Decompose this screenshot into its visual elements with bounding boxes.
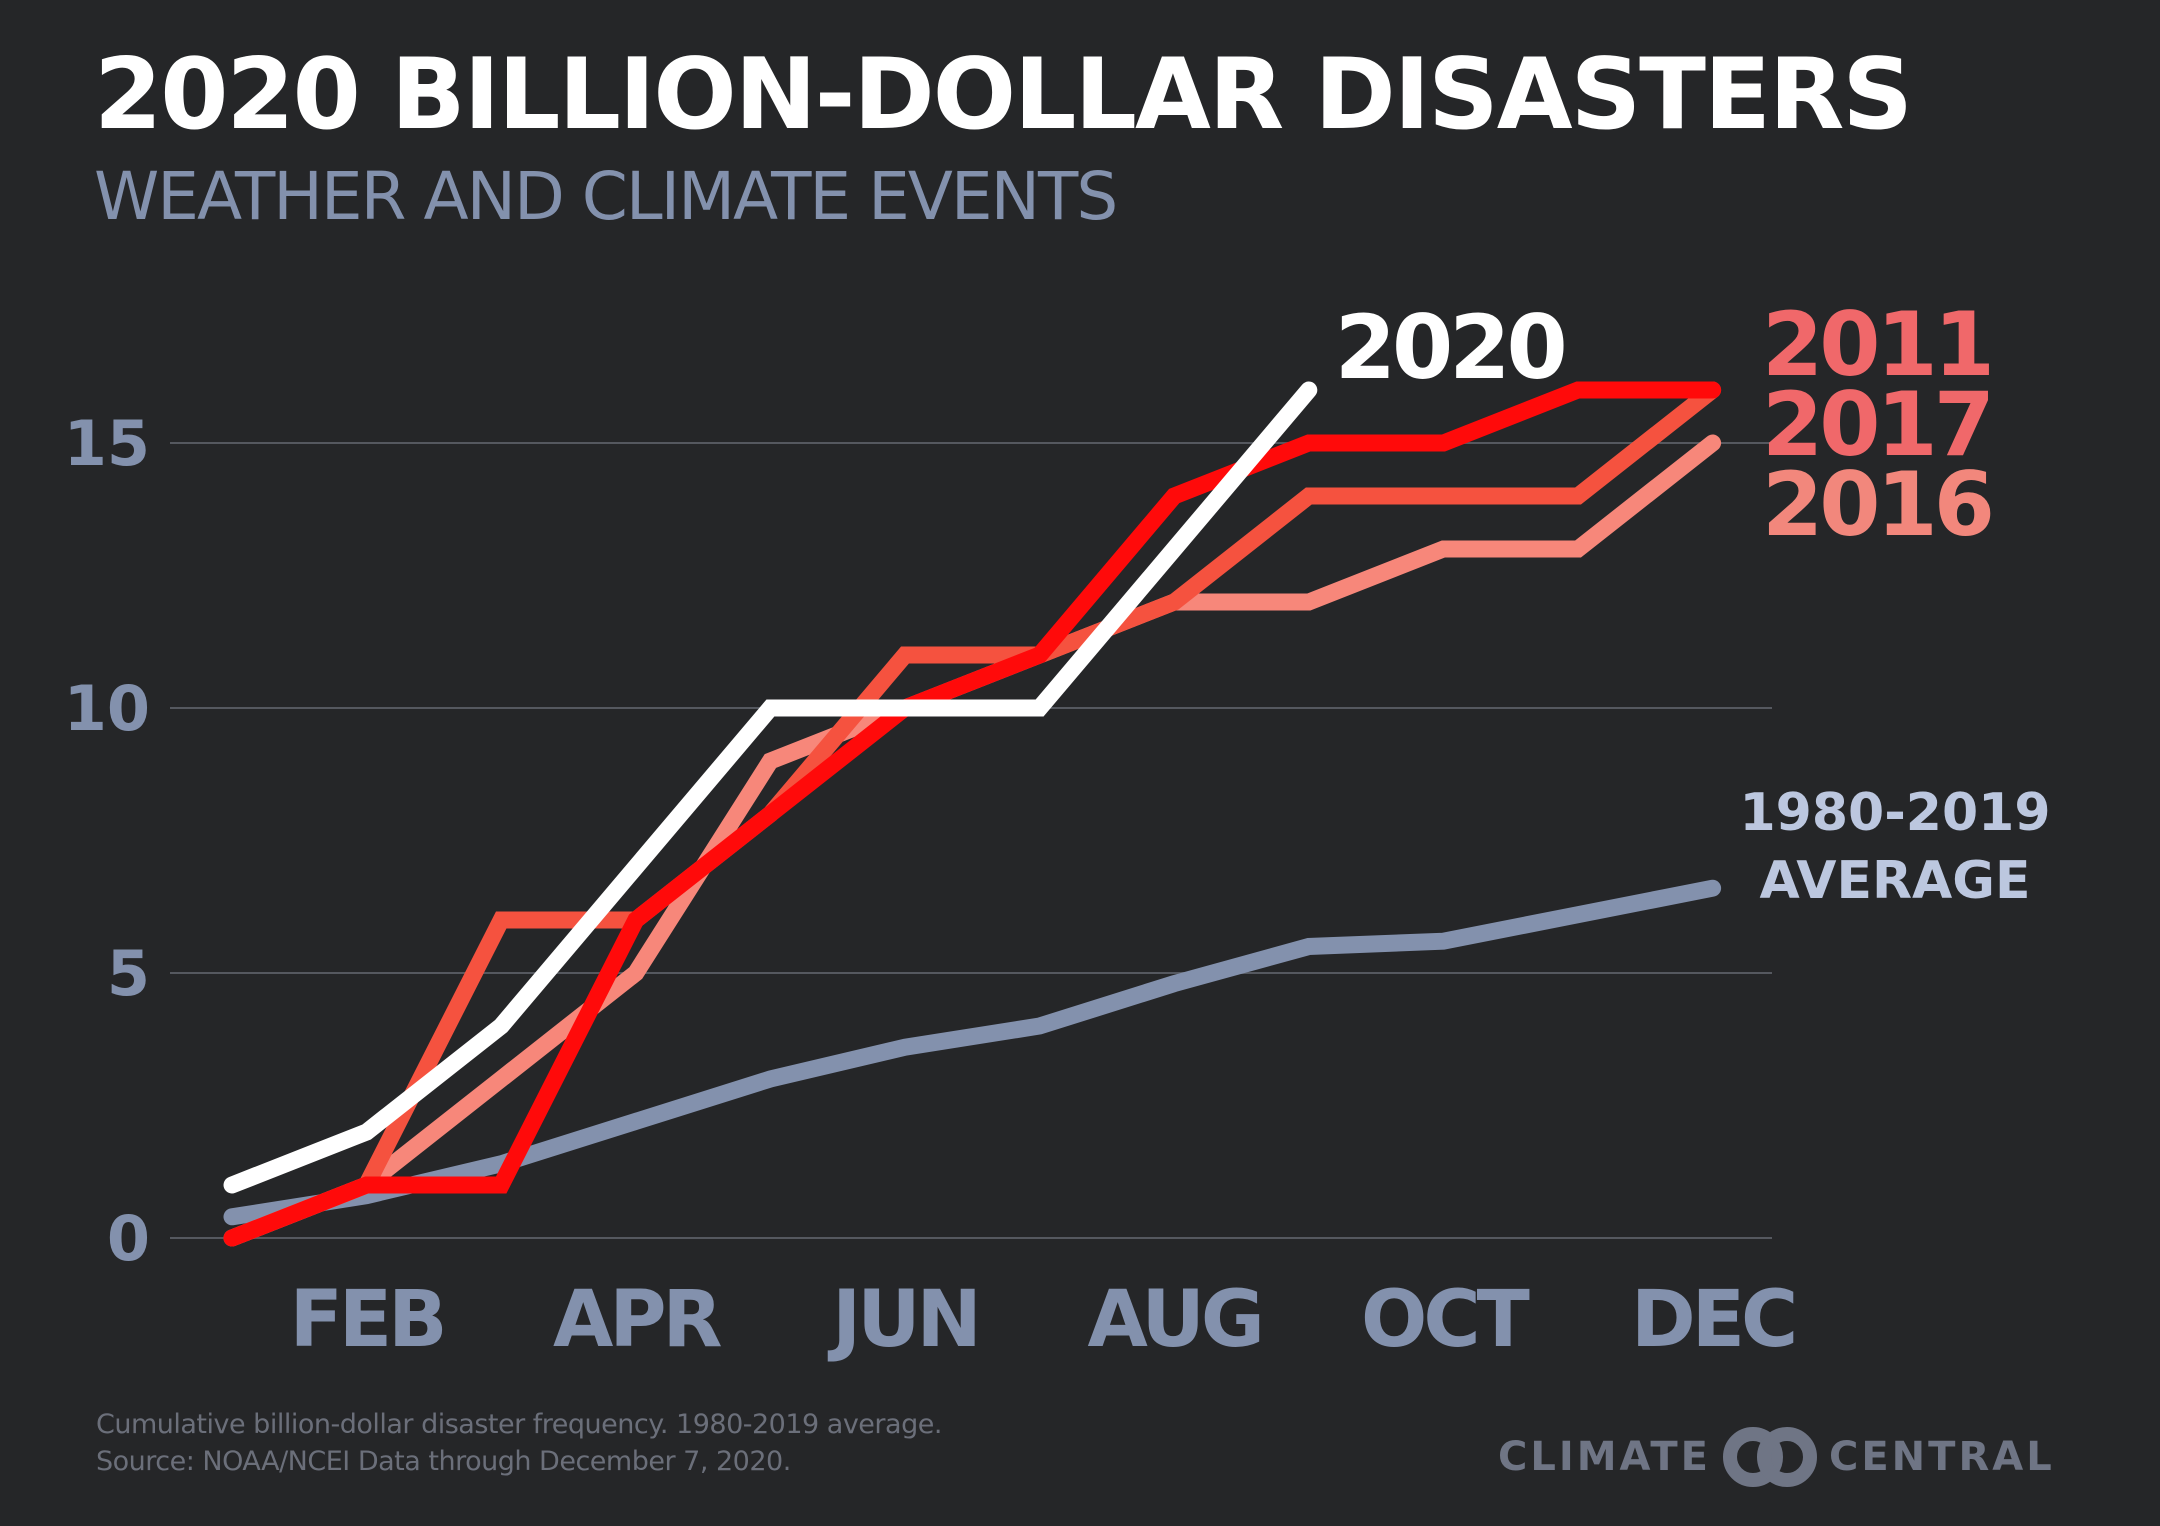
chart-subtitle: WEATHER AND CLIMATE EVENTS bbox=[94, 158, 1118, 235]
series-line-2016 bbox=[223, 434, 1722, 1247]
series-label-average-line1: 1980-2019 bbox=[1739, 783, 2050, 843]
series-line-2020 bbox=[223, 381, 1318, 1194]
series-label-2020: 2020 bbox=[1335, 296, 1565, 399]
x-axis: FEB APR JUN AUG OCT DEC bbox=[290, 1275, 1799, 1365]
gridlines bbox=[170, 442, 1772, 1239]
series-label-2011: 2011 bbox=[1762, 293, 1991, 396]
series-lines bbox=[223, 381, 1722, 1247]
x-tick-label: JUN bbox=[827, 1275, 978, 1365]
climate-central-rings-icon bbox=[1723, 1427, 1817, 1487]
logo-text-climate: CLIMATE bbox=[1498, 1434, 1711, 1480]
y-tick-label: 10 bbox=[64, 672, 150, 745]
series-line-1980-2019-average bbox=[223, 879, 1722, 1226]
chart-title: 2020 BILLION-DOLLAR DISASTERS bbox=[94, 38, 1913, 152]
series-line-2011 bbox=[223, 381, 1722, 1247]
y-tick-label: 5 bbox=[107, 937, 150, 1010]
y-axis: 0 5 10 15 bbox=[64, 407, 150, 1275]
x-tick-label: FEB bbox=[290, 1275, 444, 1365]
line-chart: 0 5 10 15 FEB APR JUN AUG OCT DEC 2020 2011201720… bbox=[64, 293, 2051, 1365]
footnote: Cumulative billion-dollar disaster frequ… bbox=[96, 1406, 942, 1480]
series-label-2016: 2016 bbox=[1762, 453, 1991, 556]
climate-central-logo: CLIMATE CENTRAL bbox=[1498, 1426, 2055, 1488]
x-tick-label: AUG bbox=[1088, 1275, 1261, 1365]
x-tick-label: DEC bbox=[1631, 1275, 1794, 1365]
y-tick-label: 0 bbox=[107, 1202, 150, 1275]
series-label-average-line2: AVERAGE bbox=[1760, 851, 2031, 911]
series-label-2017: 2017 bbox=[1762, 373, 1991, 476]
x-tick-label: APR bbox=[553, 1275, 722, 1365]
series-line-2017 bbox=[223, 381, 1722, 1247]
logo-text-central: CENTRAL bbox=[1829, 1434, 2055, 1480]
footnote-line-2: Source: NOAA/NCEI Data through December … bbox=[96, 1446, 791, 1477]
y-tick-label: 15 bbox=[64, 407, 150, 480]
footnote-line-1: Cumulative billion-dollar disaster frequ… bbox=[96, 1409, 942, 1440]
x-tick-label: OCT bbox=[1361, 1275, 1530, 1365]
